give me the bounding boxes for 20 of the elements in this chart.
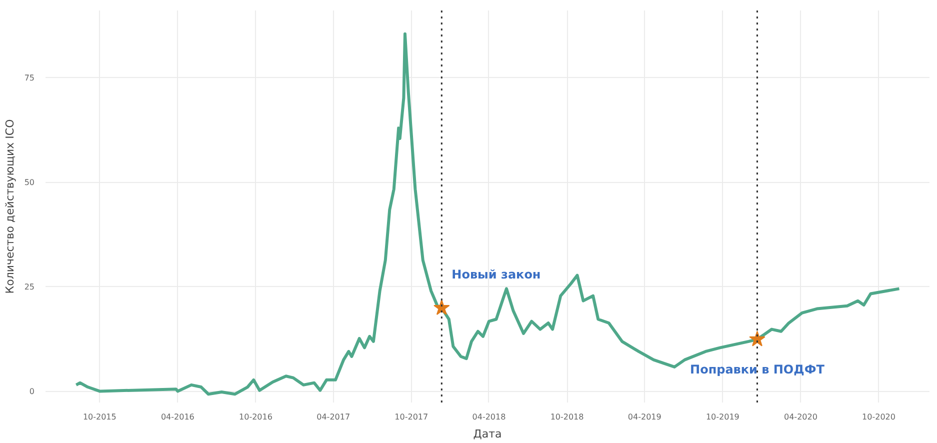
y-axis-title: Количество действующих ICO [3, 118, 16, 294]
y-tick-label: 75 [24, 73, 35, 82]
x-tick-label: 10-2016 [239, 412, 272, 422]
x-tick-label: 04-2020 [784, 412, 818, 422]
annotation: Новый закон [452, 268, 541, 282]
y-tick-label: 0 [29, 387, 35, 396]
x-axis-title: Дата [473, 428, 502, 440]
x-tick-label: 10-2020 [862, 412, 896, 422]
x-tick-label: 10-2019 [706, 412, 740, 422]
annotation: Поправки в ПОДФТ [690, 362, 826, 376]
y-tick-label: 25 [24, 282, 35, 292]
x-tick-label: 04-2017 [316, 412, 350, 422]
y-tick-label: 50 [24, 178, 35, 188]
x-tick-label: 04-2018 [472, 412, 506, 422]
x-tick-label: 10-2018 [550, 412, 584, 422]
x-tick-label: 04-2016 [160, 412, 194, 422]
x-tick-label: 10-2015 [82, 412, 116, 422]
line-series [74, 32, 901, 396]
x-tick-label: 10-2017 [394, 412, 428, 422]
x-tick-label: 04-2019 [628, 412, 662, 422]
